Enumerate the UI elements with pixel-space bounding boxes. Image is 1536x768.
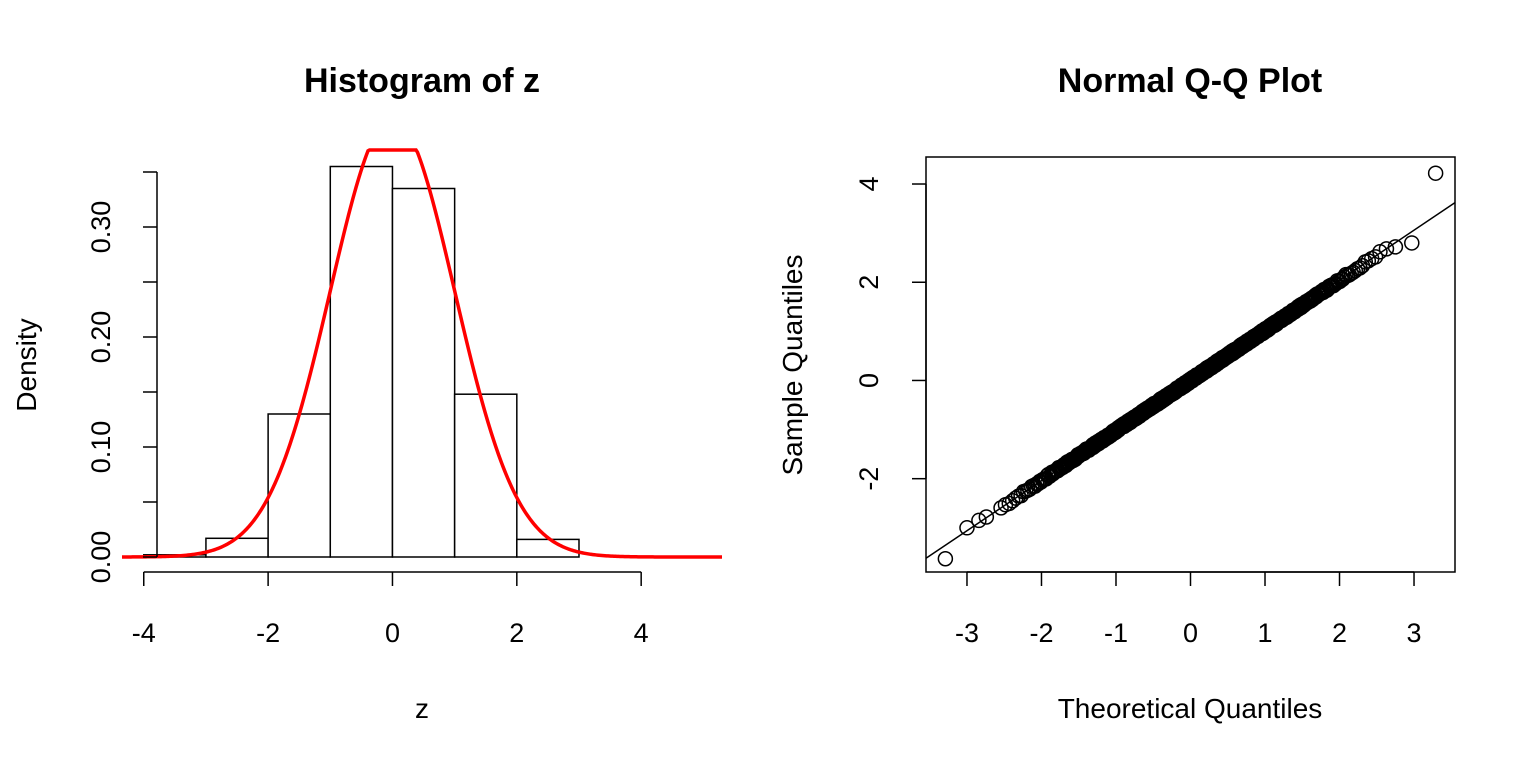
qq-x-tick-label: 0 <box>1183 618 1198 648</box>
histogram-x-tick-label: 2 <box>509 618 524 648</box>
qq-point <box>978 509 995 525</box>
histogram-y-tick-label: 0.10 <box>86 421 116 474</box>
qq-x-tick-label: -3 <box>955 618 979 648</box>
histogram-bars <box>143 165 580 558</box>
qq-point <box>937 550 954 567</box>
histogram-y-tick-label: 0.30 <box>86 201 116 254</box>
qq-y-axis-label: Sample Quantiles <box>777 254 808 475</box>
qq-point <box>1427 165 1444 181</box>
qq-point <box>993 500 1009 516</box>
histogram-y-axis: 0.00 0.10 0.20 0.30 <box>86 171 158 584</box>
qq-y-tick-label: 2 <box>854 275 884 290</box>
qq-x-axis: -3 -2 -1 0 1 2 3 <box>955 571 1422 648</box>
qq-point <box>1378 241 1395 257</box>
histogram-y-tick-label: 0.00 <box>86 531 116 584</box>
qq-y-tick-label: -2 <box>854 467 884 491</box>
qq-y-tick-label: 4 <box>854 176 884 191</box>
histogram-title: Histogram of z <box>304 62 540 100</box>
histogram-bar <box>329 165 394 558</box>
qq-x-tick-label: -1 <box>1104 618 1128 648</box>
histogram-y-axis-label: Density <box>11 318 42 411</box>
histogram-x-axis-label: z <box>415 693 429 724</box>
qq-point <box>1360 253 1377 269</box>
histogram-x-tick-label: -2 <box>256 618 280 648</box>
histogram-panel: Histogram of z z Density -4 -2 0 2 4 0.00 0.1… <box>11 62 722 724</box>
histogram-bar <box>267 413 332 558</box>
normal-density-curve <box>121 148 722 559</box>
qq-point <box>971 512 987 529</box>
qq-x-tick-label: 2 <box>1332 618 1347 648</box>
histogram-x-axis: -4 -2 0 2 4 <box>132 571 649 648</box>
qq-point <box>1367 249 1384 265</box>
histogram-y-tick-label: 0.20 <box>86 311 116 364</box>
histogram-x-tick-label: -4 <box>132 618 156 648</box>
qq-x-tick-label: 1 <box>1257 618 1272 648</box>
qq-plot-panel: Normal Q-Q Plot Theoretical Quantiles Sa… <box>777 62 1456 724</box>
qq-point <box>1387 239 1404 255</box>
histogram-x-tick-label: 4 <box>634 618 649 648</box>
qq-x-tick-label: 3 <box>1407 618 1422 648</box>
qq-x-axis-label: Theoretical Quantiles <box>1058 693 1323 724</box>
qq-y-axis: -2 0 2 4 <box>854 176 927 491</box>
qq-point <box>1404 235 1420 251</box>
qq-plot-title: Normal Q-Q Plot <box>1058 62 1322 100</box>
qq-point <box>959 520 975 536</box>
qq-x-tick-label: -2 <box>1029 618 1053 648</box>
histogram-x-tick-label: 0 <box>385 618 400 648</box>
qq-y-tick-label: 0 <box>854 373 884 388</box>
qq-points <box>937 165 1444 567</box>
